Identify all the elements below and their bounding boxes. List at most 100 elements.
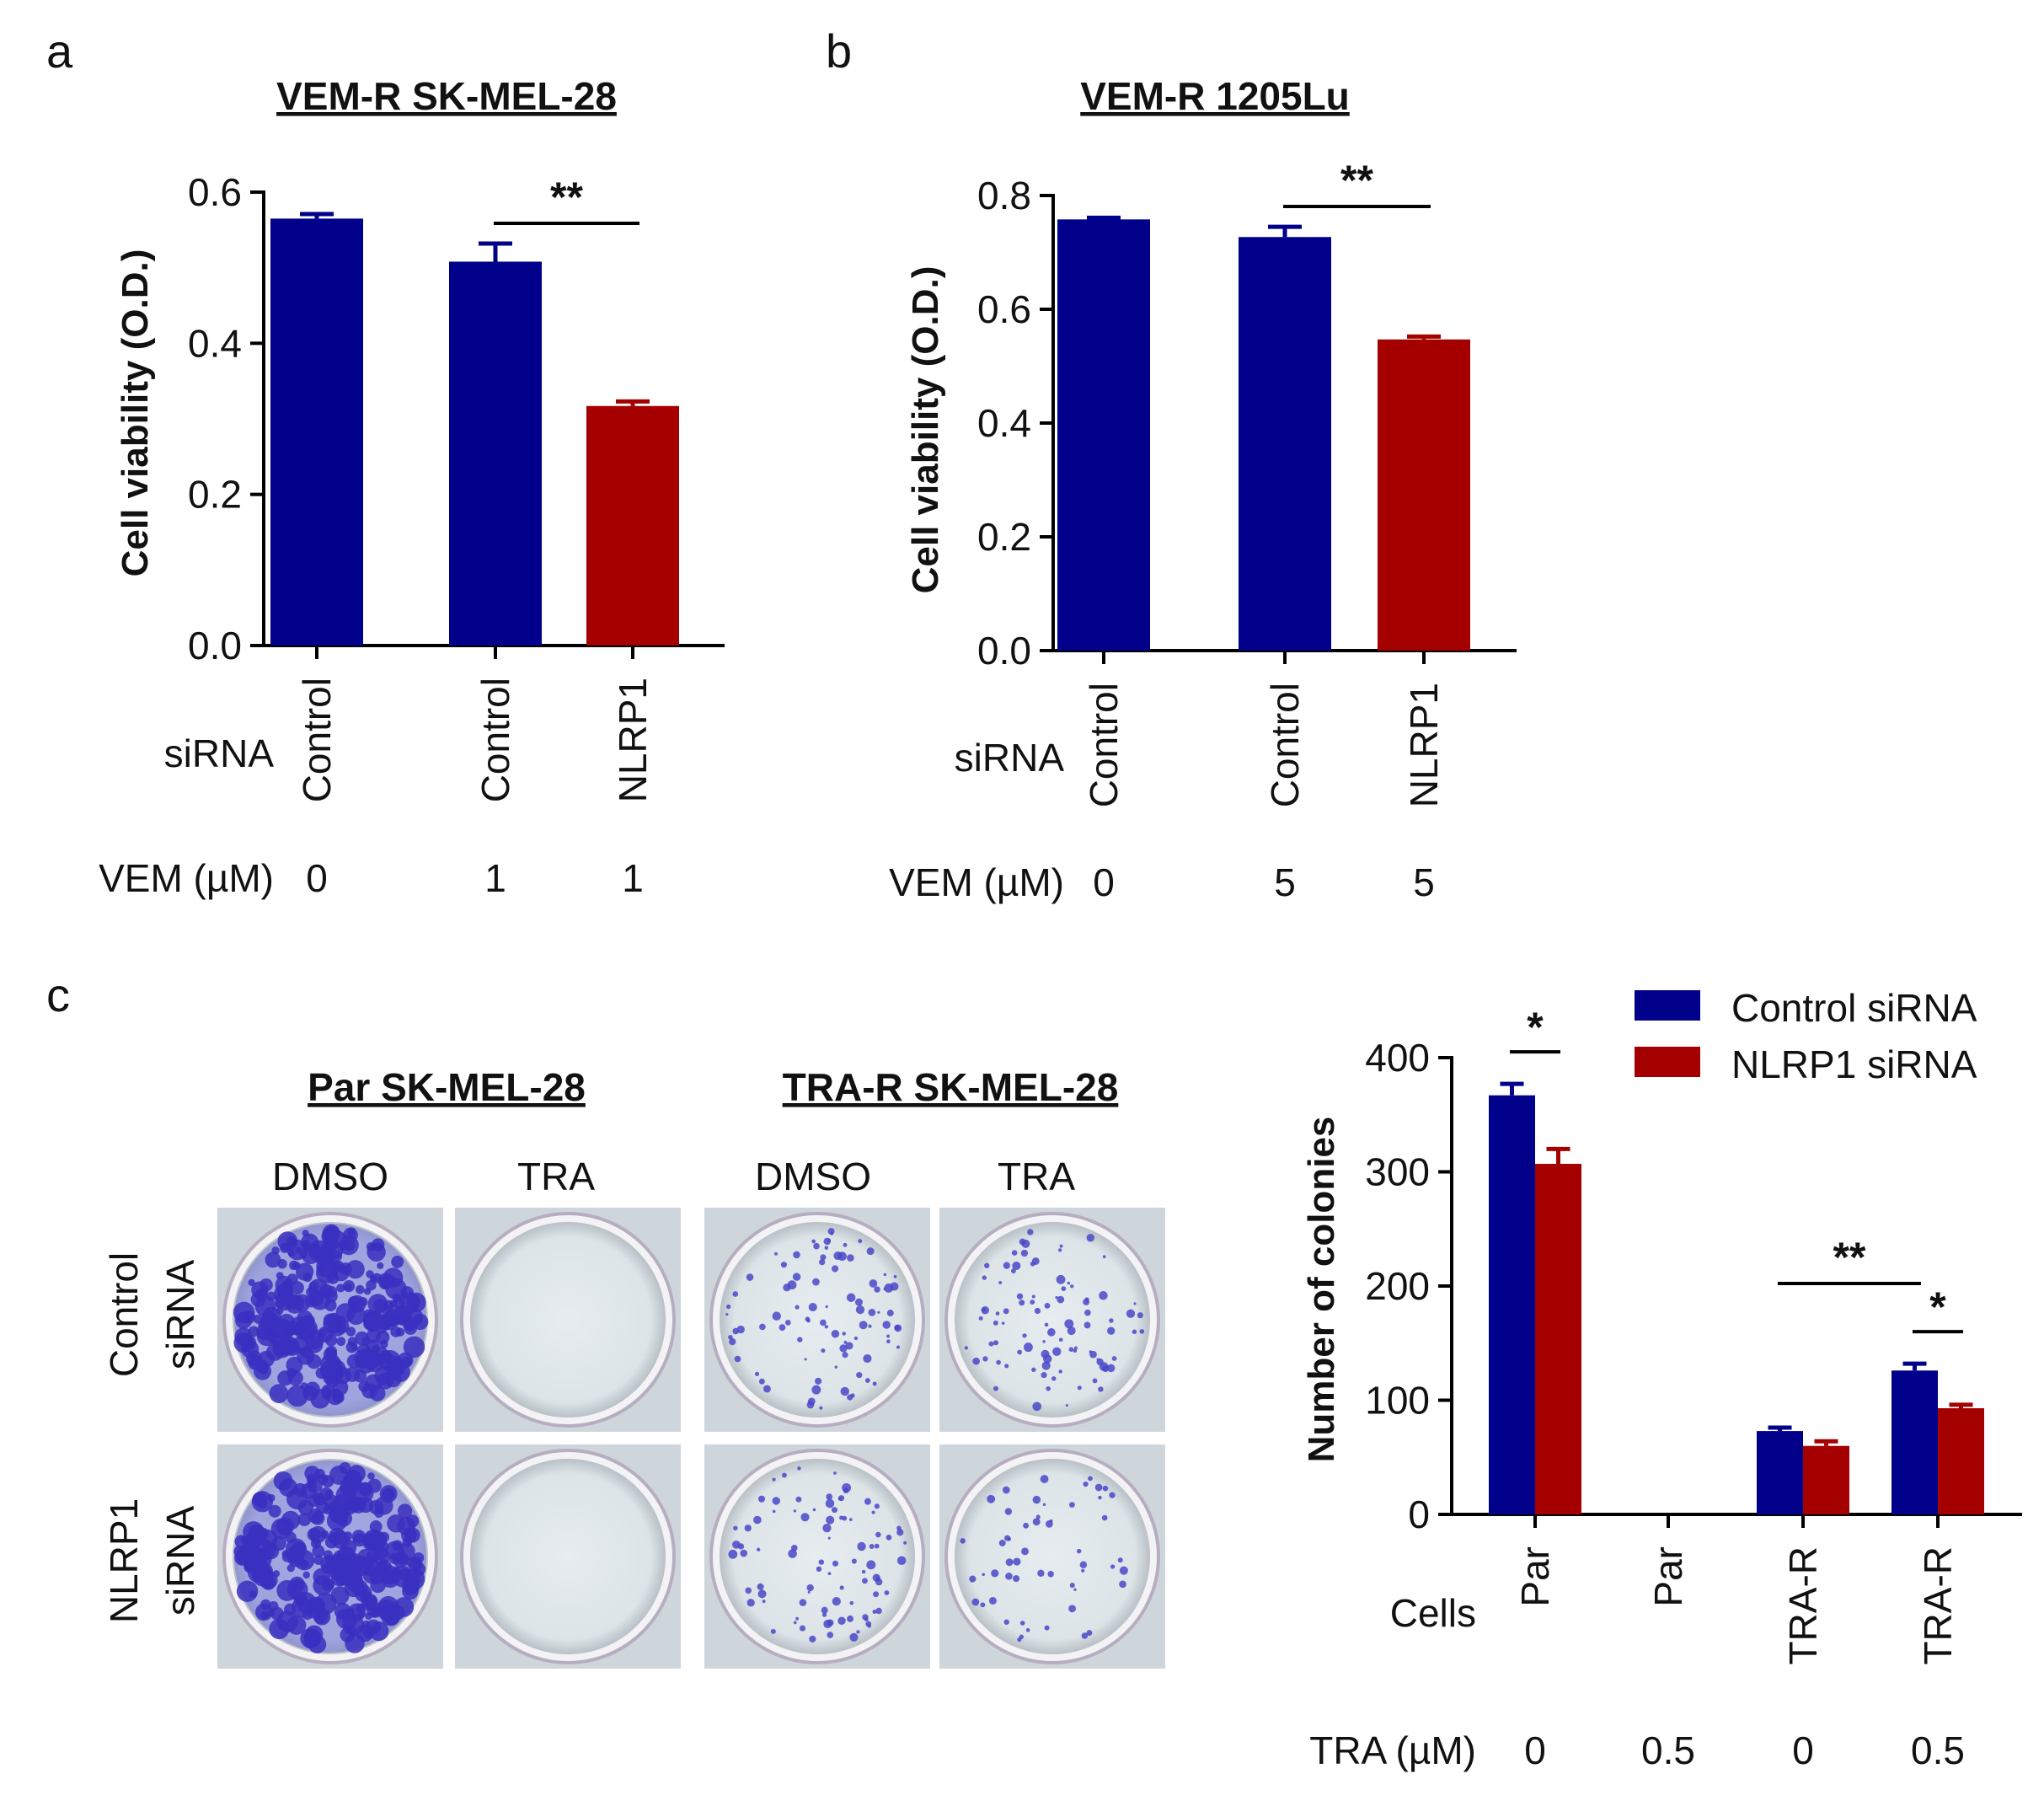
plate-colony <box>982 1573 985 1577</box>
chart-c-bar-nlrp1 <box>1535 1164 1581 1514</box>
plate-colony <box>728 1549 738 1559</box>
plate-colony <box>1061 1286 1067 1292</box>
plate-colony <box>991 1569 999 1578</box>
chart-b-ytick-label: 0.6 <box>977 287 1031 331</box>
plate-colony <box>1068 1347 1074 1353</box>
plate-colony <box>367 1478 382 1493</box>
plate-colony <box>300 1346 313 1359</box>
plate-colony <box>821 1606 828 1614</box>
plate-colony <box>1058 1369 1062 1374</box>
chart-c-ytick-label: 0 <box>1408 1492 1430 1536</box>
plate-colony <box>847 1254 854 1262</box>
plate-colony <box>1098 1386 1104 1392</box>
plate-colony <box>856 1630 860 1634</box>
plate-colony <box>857 1541 866 1551</box>
plate-colony <box>982 1356 988 1362</box>
plate-colony <box>740 1549 748 1557</box>
plate-colony <box>313 1492 324 1504</box>
chart-b-row-vem: VEM (µM) <box>889 860 1064 904</box>
plate-colony <box>842 1332 846 1336</box>
plate-col-dmso-par: DMSO <box>272 1155 388 1198</box>
plate-colony <box>839 1344 848 1353</box>
plate-colony <box>1077 1385 1082 1391</box>
plate-colony <box>1019 1300 1025 1306</box>
chart-b-category-label: NLRP1 <box>1402 683 1446 807</box>
plate-colony <box>269 1384 289 1403</box>
plate-row-control-2: siRNA <box>158 1260 202 1370</box>
plate-dish-inner <box>955 1222 1150 1417</box>
plate-colony <box>395 1327 405 1337</box>
plate-colony <box>1065 1404 1068 1407</box>
plate-colony <box>290 1281 304 1295</box>
panel-letter-c: c <box>46 968 70 1021</box>
plate-colony <box>391 1255 404 1268</box>
plate-colony <box>412 1313 429 1331</box>
chart-a-category-label: Control <box>295 678 339 802</box>
plate-colony <box>782 1472 787 1478</box>
plate-colony <box>1003 1619 1009 1626</box>
plate-colony <box>995 1311 1000 1316</box>
plate-colony <box>762 1600 766 1604</box>
plate-colony <box>988 1341 994 1347</box>
plate-colony <box>772 1497 780 1505</box>
plate-colony <box>893 1275 897 1278</box>
chart-b-ytick-label: 0.8 <box>977 174 1031 217</box>
plate-colony <box>1004 1508 1013 1515</box>
plate-colony <box>1017 1637 1022 1643</box>
plate-colony <box>323 1348 338 1362</box>
chart-a-row-vem: VEM (µM) <box>99 856 274 900</box>
plate-colony <box>1019 1238 1026 1246</box>
plate-colony <box>286 1368 297 1379</box>
plate-colony <box>978 1316 983 1321</box>
plate-colony <box>780 1262 787 1268</box>
legend-swatch-control <box>1635 990 1700 1021</box>
plate-colony <box>826 1493 833 1500</box>
plate-colony <box>256 1323 274 1341</box>
plate-colony <box>822 1524 832 1533</box>
plate-colony <box>855 1305 865 1315</box>
plate-colony <box>384 1571 398 1584</box>
chart-c-cells-label: Par <box>1513 1546 1557 1607</box>
plate-colony <box>1139 1329 1145 1334</box>
plate-colony <box>300 1628 320 1648</box>
plate-colony <box>757 1547 761 1551</box>
plate-colony <box>998 1280 1003 1284</box>
plate-colony <box>834 1365 838 1369</box>
chart-b-row-sirna: siRNA <box>955 736 1065 780</box>
plate-colony <box>969 1575 977 1583</box>
plate-colony <box>1004 1364 1009 1369</box>
plate-colony <box>759 1323 766 1331</box>
plate-colony <box>839 1515 844 1520</box>
plate-colony <box>831 1507 838 1514</box>
plate-colony <box>306 1473 318 1485</box>
plate-colony <box>323 1550 333 1560</box>
plate-colony <box>864 1617 869 1621</box>
plate-colony <box>753 1515 762 1525</box>
plate-colony <box>1022 1333 1027 1338</box>
plate-colony <box>733 1525 738 1531</box>
chart-b-vem-label: 5 <box>1274 860 1296 904</box>
plate-colony <box>874 1286 880 1293</box>
plate-colony <box>1101 1514 1108 1521</box>
plate-colony <box>875 1607 882 1615</box>
plate-colony <box>859 1321 868 1330</box>
plate-colony <box>363 1309 373 1318</box>
chart-c-row-tra: TRA (µM) <box>1309 1728 1476 1772</box>
plate-colony <box>1011 1250 1018 1256</box>
plate-colony <box>1030 1300 1035 1305</box>
plate-colony <box>1041 1371 1047 1379</box>
chart-c-bar-control <box>1489 1095 1535 1514</box>
plate-colony <box>1083 1481 1089 1487</box>
plate-dish-inner <box>720 1459 915 1654</box>
plate-colony <box>370 1577 386 1594</box>
plate-colony <box>1132 1329 1137 1335</box>
plate-colony <box>1031 1294 1035 1299</box>
plate-colony <box>1019 1621 1025 1626</box>
plate-colony <box>352 1533 367 1547</box>
plate-colony <box>825 1305 828 1309</box>
chart-c-ylabel: Number of colonies <box>1301 1117 1342 1463</box>
chart-a-significance-label: ** <box>550 174 583 221</box>
plate-colony <box>757 1583 764 1590</box>
plate-colony <box>366 1619 382 1635</box>
plate-colony <box>1023 1522 1030 1529</box>
